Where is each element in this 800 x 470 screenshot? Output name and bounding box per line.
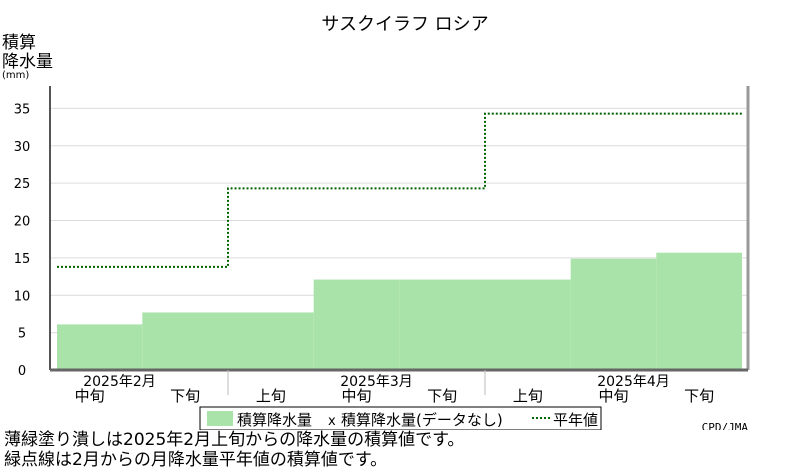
normal-value-line	[57, 112, 742, 268]
accumulated-precipitation-area	[57, 252, 742, 370]
credit-label: CPD/JMA	[702, 421, 749, 430]
area-bar	[142, 312, 228, 370]
y-axis-label-line-1: 積算	[2, 33, 36, 53]
area-bar	[656, 252, 742, 370]
chart-title: サスクイラフ ロシア	[321, 14, 488, 35]
axes	[49, 86, 750, 395]
normal-step-line	[57, 112, 742, 268]
y-tick-label: 15	[14, 252, 31, 267]
area-bar	[570, 258, 657, 370]
y-axis-label-unit: (mm)	[2, 70, 29, 81]
legend-swatch-area	[207, 411, 233, 426]
x-tick-label: 中旬	[75, 387, 105, 405]
area-bar	[57, 324, 143, 370]
legend-swatch-nodata: x	[328, 414, 336, 429]
y-tick-label: 35	[14, 102, 31, 117]
note-fill-description: 薄緑塗り潰しは2025年2月上旬からの降水量の積算値です。	[4, 430, 465, 450]
area-bar	[399, 279, 485, 370]
y-tick-label: 10	[14, 289, 31, 304]
legend-entry-area: 積算降水量	[237, 411, 312, 429]
x-tick-label: 下旬	[427, 387, 457, 405]
x-tick-label: 上旬	[256, 387, 286, 405]
x-tick-label: 中旬	[598, 387, 628, 405]
x-tick-label: 下旬	[684, 387, 714, 405]
precipitation-chart: サスクイラフ ロシア 積算 降水量 (mm) 0 5 10 15 20 25 30 35 中旬…	[2, 14, 750, 430]
note-dotted-description: 緑点線は2月からの月降水量平年値の積算値です。	[4, 450, 388, 470]
x-tick-label: 下旬	[170, 387, 200, 405]
gridlines	[50, 107, 748, 334]
x-tick-label: 中旬	[341, 387, 371, 405]
area-bar	[313, 279, 400, 370]
y-tick-labels: 0 5 10 15 20 25 30 35	[14, 102, 31, 379]
month-label: 2025年3月	[340, 374, 413, 390]
legend-box	[199, 406, 602, 430]
month-label: 2025年4月	[597, 374, 670, 390]
y-axis-label-line-2: 降水量	[2, 52, 53, 72]
y-tick-label: 30	[14, 140, 31, 155]
legend-entry-nodata: 積算降水量(データなし)	[341, 411, 503, 429]
legend-entry-normal: 平年値	[553, 411, 598, 429]
legend: 積算降水量 x 積算降水量(データなし) 平年値	[199, 406, 602, 430]
y-tick-label: 0	[18, 364, 26, 379]
area-bar	[228, 312, 314, 370]
area-bar	[485, 279, 571, 370]
y-tick-label: 20	[14, 215, 31, 230]
y-tick-label: 5	[18, 327, 26, 342]
x-tick-labels: 中旬 下旬 上旬 中旬 下旬 上旬 中旬 下旬 2025年2月 2025年3月 2025年4月	[75, 374, 715, 405]
x-tick-label: 上旬	[513, 387, 543, 405]
y-tick-label: 25	[14, 177, 31, 192]
month-label: 2025年2月	[83, 374, 156, 390]
